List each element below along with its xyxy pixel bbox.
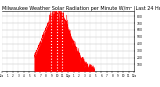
Text: Milwaukee Weather Solar Radiation per Minute W/m² (Last 24 Hours): Milwaukee Weather Solar Radiation per Mi… <box>2 6 160 11</box>
